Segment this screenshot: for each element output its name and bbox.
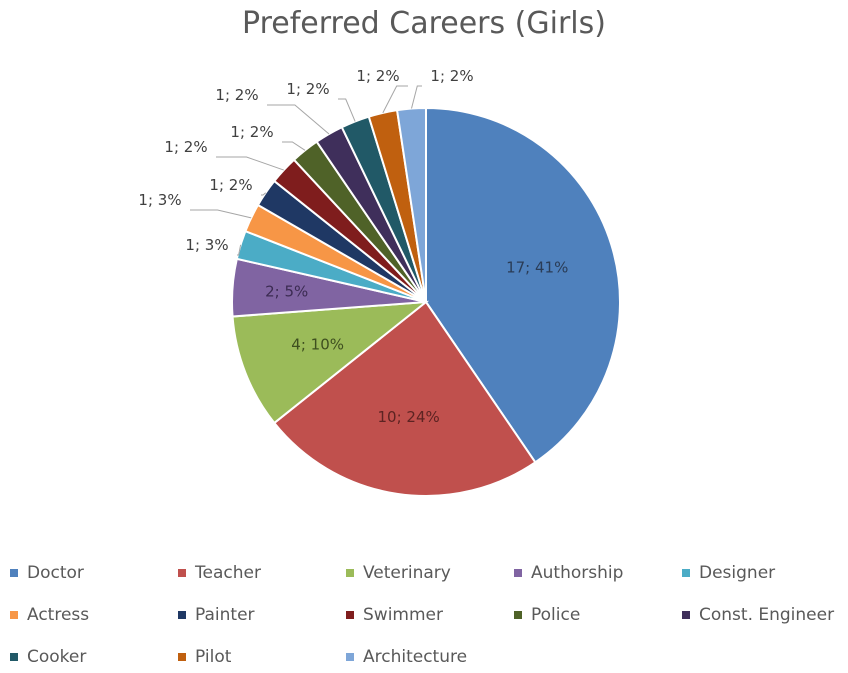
legend-label-architecture: Architecture [363,647,467,667]
leader-line-cooker [338,99,355,121]
legend-swatch-swimmer [346,611,354,619]
legend-item-swimmer: Swimmer [346,603,514,627]
legend-label-authorship: Authorship [531,563,623,583]
legend-swatch-designer [682,569,690,577]
legend-swatch-painter [178,611,186,619]
legend-item-police: Police [514,603,682,627]
pie-chart: 17; 41% 10; 24% 4; 10% 2; 5% 1; 3% 1; 3% 1; 2%… [0,0,848,545]
data-label-pilot: 1; 2% [356,67,399,85]
data-label-police: 1; 2% [230,123,273,141]
leader-line-swimmer [216,157,284,170]
legend-item-cooker: Cooker [10,645,178,669]
data-label-authorship: 2; 5% [265,283,308,301]
leader-line-police [282,142,305,150]
data-label-designer: 1; 3% [185,236,228,254]
legend-swatch-authorship [514,569,522,577]
legend-label-swimmer: Swimmer [363,605,443,625]
legend-item-architecture: Architecture [346,645,514,669]
legend-label-painter: Painter [195,605,255,625]
legend-swatch-cooker [10,653,18,661]
legend-swatch-veterinary [346,569,354,577]
legend-swatch-teacher [178,569,186,577]
legend-item-teacher: Teacher [178,561,346,585]
legend-item-const-engineer: Const. Engineer [682,603,848,627]
data-label-doctor: 17; 41% [506,259,568,277]
chart-legend: Doctor Teacher Veterinary Authorship Designe… [10,561,848,669]
legend-item-doctor: Doctor [10,561,178,585]
data-label-cooker: 1; 2% [286,80,329,98]
legend-label-cooker: Cooker [27,647,86,667]
legend-item-authorship: Authorship [514,561,682,585]
legend-label-designer: Designer [699,563,775,583]
legend-swatch-police [514,611,522,619]
data-label-painter: 1; 2% [209,176,252,194]
legend-label-veterinary: Veterinary [363,563,451,583]
legend-swatch-const-engineer [682,611,690,619]
pie-slices [232,108,620,496]
legend-label-pilot: Pilot [195,647,231,667]
legend-swatch-actress [10,611,18,619]
legend-swatch-pilot [178,653,186,661]
leader-line-actress [190,210,251,218]
legend-item-pilot: Pilot [178,645,346,669]
data-label-const-engineer: 1; 2% [215,86,258,104]
legend-item-painter: Painter [178,603,346,627]
leader-line-const-engineer [267,105,329,134]
legend-item-actress: Actress [10,603,178,627]
legend-label-police: Police [531,605,580,625]
data-label-architecture: 1; 2% [430,67,473,85]
legend-item-designer: Designer [682,561,848,585]
legend-label-teacher: Teacher [195,563,261,583]
legend-swatch-architecture [346,653,354,661]
legend-item-veterinary: Veterinary [346,561,514,585]
data-label-swimmer: 1; 2% [164,138,207,156]
legend-label-actress: Actress [27,605,89,625]
legend-label-doctor: Doctor [27,563,84,583]
data-label-teacher: 10; 24% [378,408,440,426]
data-label-veterinary: 4; 10% [291,336,344,354]
data-label-actress: 1; 3% [138,191,181,209]
legend-label-const-engineer: Const. Engineer [699,605,834,625]
leader-line-architecture [412,86,422,109]
legend-swatch-doctor [10,569,18,577]
